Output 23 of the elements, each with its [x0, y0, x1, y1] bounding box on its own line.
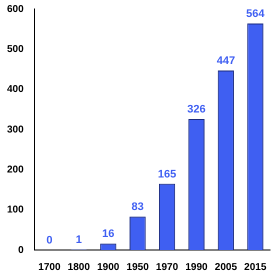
y-tick-label: 500	[6, 44, 24, 55]
y-tick-label: 400	[6, 84, 24, 96]
x-tick-label: 1700	[38, 262, 61, 273]
data-label: 564	[246, 8, 266, 20]
data-label: 447	[216, 54, 236, 67]
x-tick-label: 1990	[185, 262, 208, 273]
x-tick-label: 2015	[244, 262, 267, 273]
y-tick-label: 300	[6, 124, 24, 136]
x-tick-label: 1950	[126, 262, 150, 273]
data-label: 165	[158, 168, 176, 180]
data-label: 1	[76, 234, 82, 246]
y-tick-label: 200	[6, 164, 24, 176]
data-label: 16	[102, 228, 114, 240]
y-tick-label: 600	[6, 4, 24, 15]
data-label: 83	[132, 201, 144, 214]
x-tick-label: 1970	[156, 262, 179, 273]
x-tick-label: 1800	[68, 262, 90, 273]
x-tick-label: 2005	[214, 262, 238, 273]
y-tick-label: 0	[18, 244, 24, 256]
x-tick-label: 1900	[97, 262, 120, 273]
data-label: 0	[46, 234, 52, 247]
data-label: 326	[187, 104, 206, 116]
y-tick-label: 100	[6, 204, 24, 216]
